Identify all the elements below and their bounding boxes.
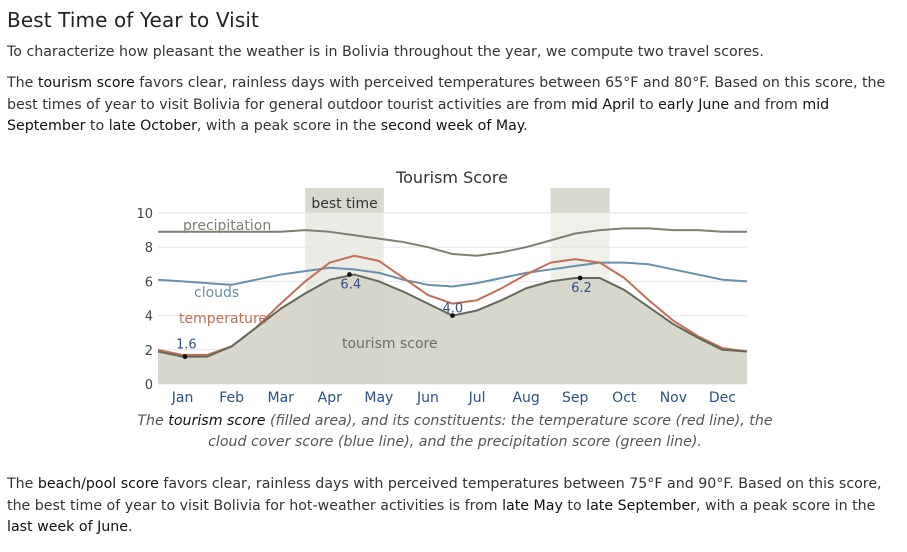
chart-caption: The tourism score (filled area), and its… (137, 413, 773, 450)
peak-marker (182, 354, 188, 360)
y-tick-label: 0 (145, 378, 153, 393)
x-tick-label-aug: Aug (512, 390, 539, 406)
x-tick-label-may: May (364, 390, 393, 406)
x-tick-label-sep: Sep (562, 390, 589, 406)
precipitation-label: precipitation (183, 218, 271, 234)
x-tick-label-dec: Dec (709, 390, 736, 406)
y-tick-label: 2 (145, 344, 153, 359)
score-annotation: 4.0 (443, 302, 464, 317)
x-tick-label-jun: Jun (416, 390, 439, 406)
tourism-score-label: tourism score (342, 336, 438, 352)
x-tick-label-mar: Mar (267, 390, 294, 406)
peak-marker (347, 272, 352, 277)
tourism-score-chart: best time 0 2 4 6 8 10 Tourism Score precipitati… (136, 168, 748, 406)
beach-paragraph: The beach/pool score favors clear, rainl… (7, 476, 882, 535)
chart-title: Tourism Score (395, 168, 508, 187)
y-tick-label: 6 (145, 275, 153, 290)
x-tick-label-apr: Apr (318, 390, 342, 406)
intro-paragraph: To characterize how pleasant the weather… (7, 44, 764, 60)
best-time-band-header (305, 188, 384, 213)
y-tick-label: 4 (145, 310, 153, 325)
beach-score-term: beach/pool score (37, 476, 159, 492)
tourism-score-area (158, 274, 747, 384)
score-annotation: 1.6 (176, 338, 197, 353)
page-title: Best Time of Year to Visit (7, 8, 259, 32)
x-tick-label-nov: Nov (660, 390, 687, 406)
precipitation-line (158, 227, 747, 257)
x-tick-label-feb: Feb (219, 390, 244, 406)
score-annotation: 6.4 (340, 278, 361, 293)
temperature-label: temperature (179, 311, 267, 327)
x-tick-label-jan: Jan (171, 390, 194, 406)
x-tick-label-jul: Jul (468, 390, 486, 406)
peak-marker (450, 313, 455, 318)
tourism-paragraph: The tourism score favors clear, rainless… (7, 75, 886, 134)
x-tick-label-oct: Oct (612, 390, 637, 406)
best-time-label: best time (311, 196, 377, 212)
tourism-score-term: tourism score (37, 75, 135, 91)
y-tick-label: 10 (136, 207, 153, 222)
y-tick-label: 8 (145, 241, 153, 256)
clouds-line (157, 261, 748, 288)
clouds-label: clouds (194, 285, 239, 301)
best-time-band-header (550, 188, 610, 213)
peak-marker (577, 275, 583, 281)
score-annotation: 6.2 (571, 281, 592, 296)
